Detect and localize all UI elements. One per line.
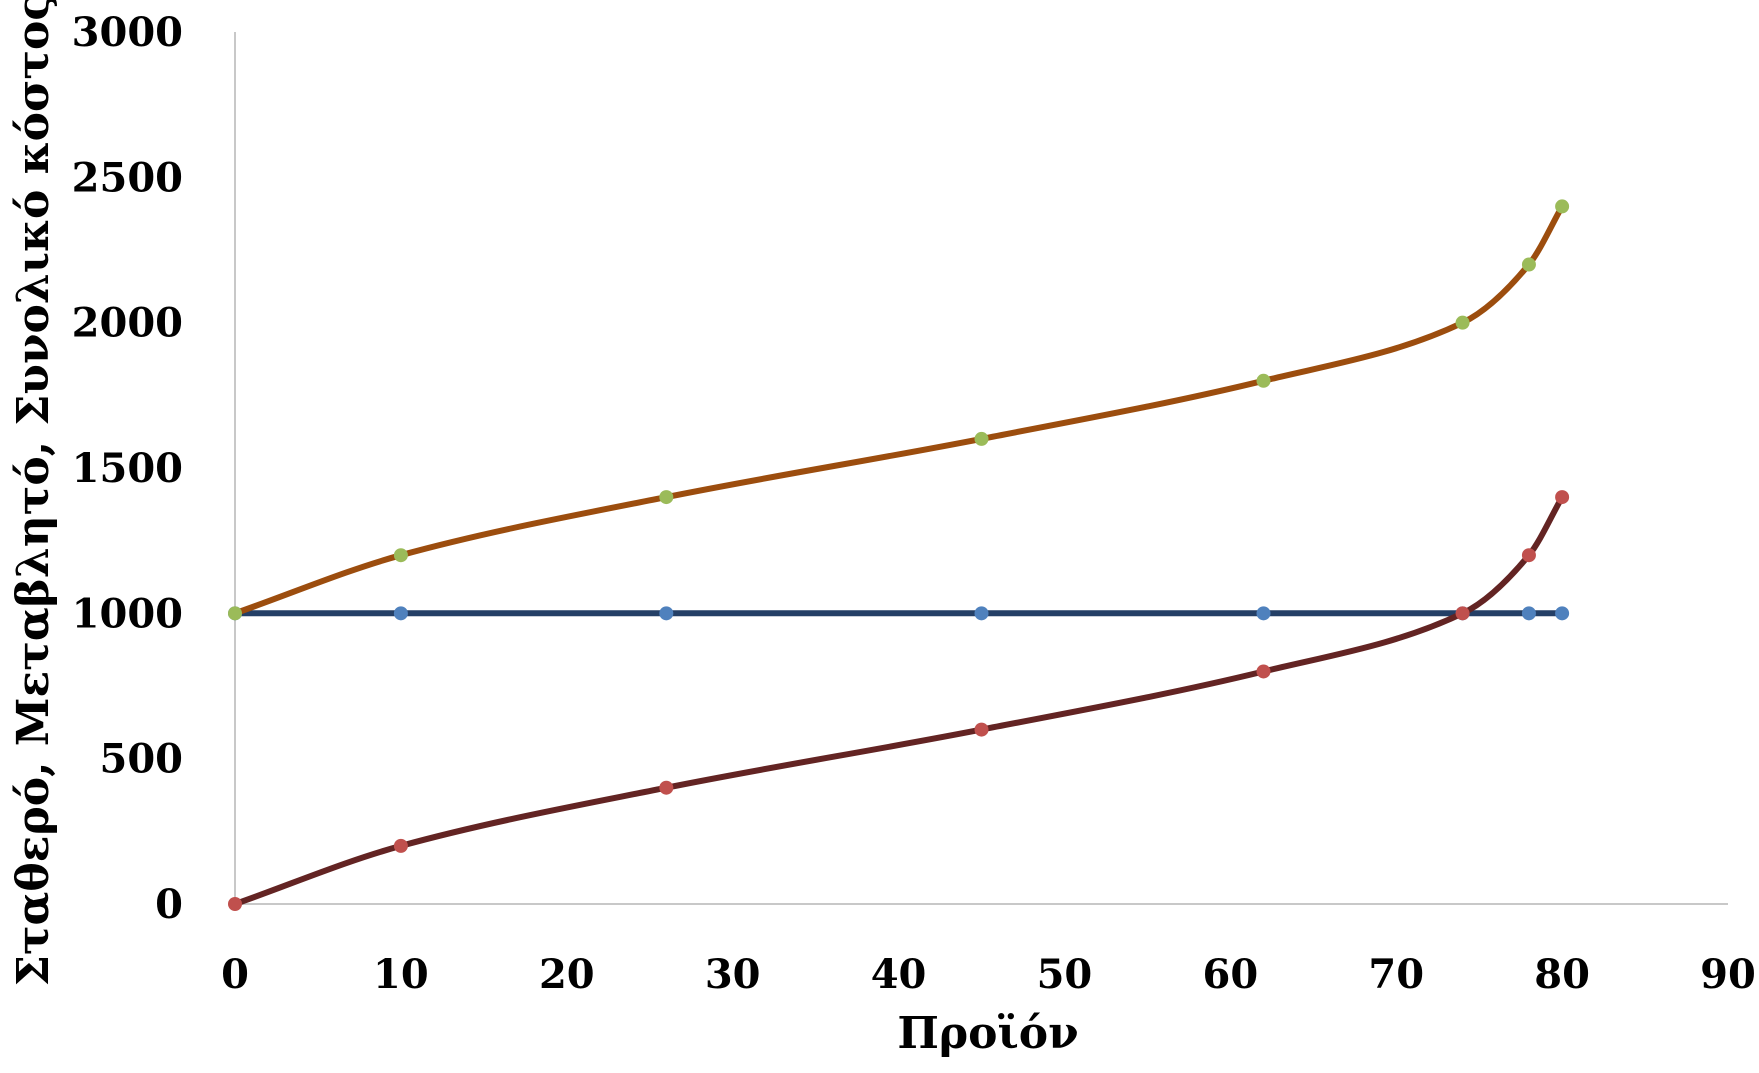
x-tick-label: 90 [1700,951,1756,998]
x-tick-label: 40 [871,951,927,998]
y-tick-label: 3000 [72,9,183,56]
series-1-point [393,606,408,621]
y-tick-label: 1500 [72,445,183,492]
series-2-point [228,897,242,911]
series-2-point [974,722,989,737]
series-3-point [393,548,408,563]
series-1-point [1256,606,1271,621]
series-2 [228,490,1570,911]
tick-labels: 0 10 20 30 40 50 60 70 80 90 0 500 1000 1500 2000 2500 3… [72,9,1756,998]
series-3-point [974,431,989,446]
y-axis-title: Σταθερό, Μεταβλητό, Συνολικό κόστος [8,0,59,986]
series-3-point [1256,373,1271,388]
x-tick-label: 70 [1368,951,1424,998]
series-2-point [1521,548,1536,563]
series-3-point [228,606,242,621]
series-3-line [232,203,1566,617]
x-tick-label: 20 [539,951,595,998]
y-tick-label: 2500 [72,154,183,201]
x-tick-label: 80 [1534,951,1590,998]
series-1-point [1521,606,1536,621]
series-2-line [232,494,1566,907]
series-3-point [659,490,674,505]
series-2-point [659,780,674,795]
series-1-point [974,606,989,621]
x-tick-label: 30 [705,951,761,998]
series-layer [228,199,1570,911]
series-2-point [1555,490,1570,505]
series-1 [228,606,1570,621]
axes [234,32,1728,905]
y-tick-label: 1000 [72,590,183,637]
series-2-point [1455,606,1470,621]
series-3-point [1521,257,1536,272]
x-tick-label: 0 [221,951,249,998]
series-3-point [1455,315,1470,330]
series-1-point [659,606,674,621]
x-tick-label: 50 [1037,951,1093,998]
x-tick-label: 10 [373,951,429,998]
series-3 [228,199,1570,621]
series-3-point [1555,199,1570,214]
series-2-point [1256,664,1271,679]
y-tick-label: 0 [155,881,183,928]
x-tick-label: 60 [1202,951,1258,998]
y-tick-label: 2000 [72,300,183,347]
series-1-point [1555,606,1570,621]
x-axis-title: Προϊόν [897,1008,1078,1059]
y-tick-label: 500 [100,736,184,783]
series-2-point [393,838,408,853]
